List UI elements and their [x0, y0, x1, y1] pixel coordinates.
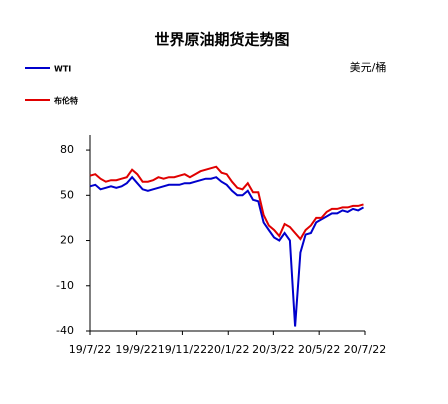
- unit-label: 美元/桶: [350, 60, 387, 74]
- x-tick-label: 20/5/22: [298, 343, 340, 356]
- line-series: [89, 165, 364, 241]
- x-tick-label: 19/11/22: [158, 343, 207, 356]
- line-series: [89, 175, 364, 327]
- y-tick-label: 20: [60, 234, 74, 247]
- chart-title: 世界原油期货走势图: [154, 31, 289, 49]
- legend-label: 布伦特: [53, 96, 78, 106]
- x-tick-label: 19/9/22: [115, 343, 157, 356]
- y-tick-label: 50: [60, 188, 74, 201]
- y-tick-label: -10: [56, 279, 74, 292]
- x-tick-label: 20/1/22: [207, 343, 249, 356]
- legend-label: WTI: [54, 65, 71, 74]
- x-tick-label: 20/3/22: [252, 343, 294, 356]
- x-tick-label: 19/7/22: [69, 343, 111, 356]
- y-tick-label: 80: [60, 143, 74, 156]
- y-tick-label: -40: [56, 324, 74, 337]
- x-tick-label: 20/7/22: [344, 343, 386, 356]
